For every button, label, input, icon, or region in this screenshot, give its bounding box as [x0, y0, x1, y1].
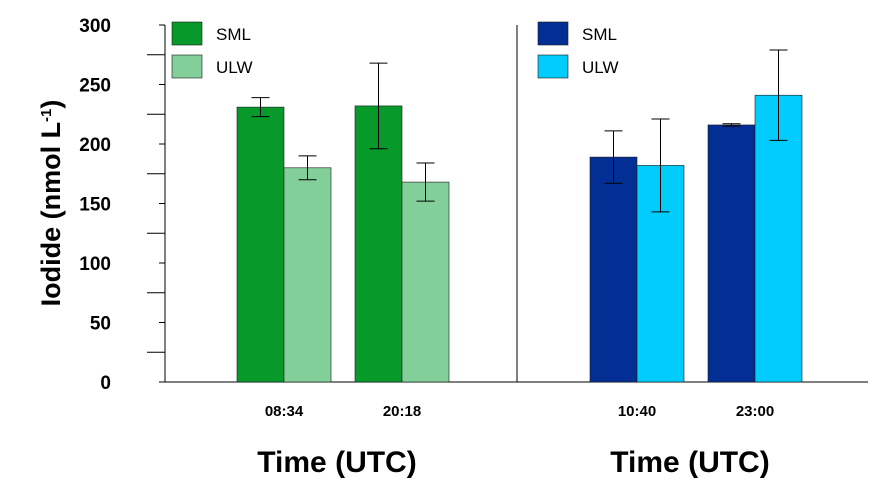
y-axis-label-superscript: -1: [38, 109, 55, 122]
legend-label-sml: SML: [216, 25, 251, 44]
bar-sml-0834: [236, 106, 285, 383]
y-axis-ticks: 0 50 100 150 200 250 300: [79, 16, 165, 394]
bar-sml-2300: [707, 124, 756, 383]
bar-ulw-0834: [283, 167, 332, 383]
y-tick-label: 300: [79, 16, 111, 37]
y-axis-label: Iodide (nmol L-1): [36, 100, 66, 307]
legend-swatch-ulw: [171, 54, 203, 79]
category-labels: 08:34 20:18 10:40 23:00: [265, 403, 774, 420]
bar-ulw-2018: [401, 181, 450, 383]
x-axis-label-right: Time (UTC): [610, 446, 769, 479]
legend-swatch-sml: [171, 21, 203, 46]
legend-label-ulw: ULW: [582, 58, 619, 77]
bar-sml-1040: [589, 156, 638, 383]
category-label: 20:18: [383, 403, 421, 420]
category-label: 10:40: [618, 403, 656, 420]
y-tick-label: 0: [100, 373, 111, 394]
category-label: 08:34: [265, 403, 304, 420]
y-tick-label: 200: [79, 135, 111, 156]
legend-label-ulw: ULW: [216, 58, 253, 77]
legend-swatch-ulw: [537, 54, 569, 79]
y-tick-label: 150: [79, 195, 111, 216]
bar-sml-2018: [354, 105, 403, 383]
legends: SML ULW SML ULW: [171, 21, 619, 79]
error-bars-group: [251, 49, 788, 213]
category-label: 23:00: [736, 403, 774, 420]
y-tick-label: 100: [79, 254, 111, 275]
y-tick-label: 250: [79, 76, 111, 97]
y-axis-label-close: ): [36, 100, 66, 109]
bar-ulw-2300: [754, 94, 803, 383]
y-axis-label-text: Iodide (nmol L: [36, 122, 66, 306]
y-tick-label: 50: [90, 314, 111, 335]
legend-label-sml: SML: [582, 25, 617, 44]
x-axis-label-left: Time (UTC): [257, 446, 416, 479]
bars-group: [236, 94, 803, 383]
legend-swatch-sml: [537, 21, 569, 46]
